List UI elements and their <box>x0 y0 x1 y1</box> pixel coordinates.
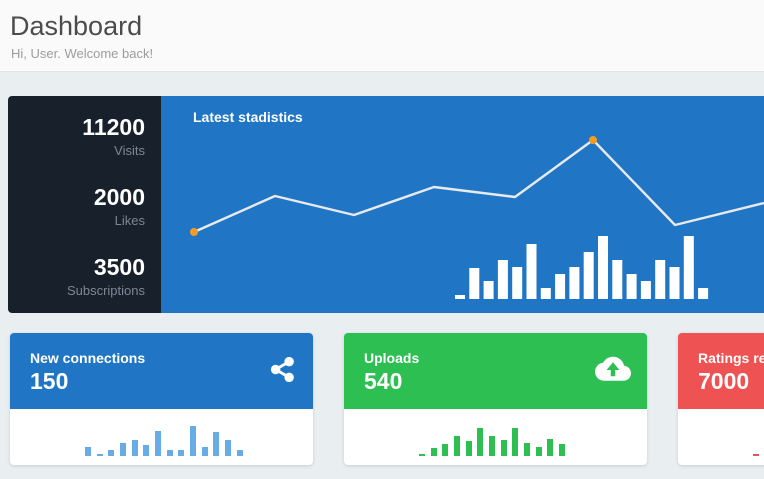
page-title: Dashboard <box>10 11 143 41</box>
chart-title: Latest stadistics <box>193 109 303 125</box>
card-ratings-received-body <box>678 409 764 465</box>
stat-likes-label: Likes <box>114 213 145 228</box>
card-ratings-received-header: Ratings received 7000 <box>678 333 764 409</box>
stat-visits: 11200 Visits <box>8 112 145 160</box>
cloud-upload-icon <box>595 356 631 383</box>
card-new-connections: New connections 150 <box>10 333 313 465</box>
card-value: 7000 <box>698 368 750 394</box>
stat-likes-value: 2000 <box>93 184 145 210</box>
stat-subscriptions-label: Subscriptions <box>66 283 145 298</box>
latest-statistics-chart-panel: Latest stadistics <box>161 96 764 313</box>
line-and-bar-chart <box>190 136 764 299</box>
stat-visits-value: 11200 <box>82 114 145 140</box>
card-uploads-body <box>344 409 647 465</box>
card-title: Ratings received <box>698 350 764 366</box>
stat-subscriptions: 3500 Subscriptions <box>8 252 145 300</box>
card-ratings-received: Ratings received 7000 <box>678 333 764 465</box>
share-icon <box>270 356 297 383</box>
statistics-panel: 11200 Visits 2000 Likes 3500 Subscriptio… <box>8 96 764 313</box>
summary-cards: New connections 150 Uploads 540 <box>10 333 764 465</box>
card-uploads-header: Uploads 540 <box>344 333 647 409</box>
mini-bar-chart <box>419 425 589 456</box>
page-subtitle: Hi, User. Welcome back! <box>11 46 154 61</box>
mini-bar-chart <box>85 425 255 456</box>
stats-summary: 11200 Visits 2000 Likes 3500 Subscriptio… <box>8 96 161 313</box>
stat-visits-label: Visits <box>114 143 145 158</box>
stat-subscriptions-value: 3500 <box>93 254 145 280</box>
card-title: Uploads <box>364 350 420 366</box>
card-uploads: Uploads 540 <box>344 333 647 465</box>
page-header: Dashboard Hi, User. Welcome back! <box>0 0 764 72</box>
mini-bar-chart <box>753 425 764 456</box>
card-value: 150 <box>30 368 69 394</box>
card-new-connections-body <box>10 409 313 465</box>
stat-likes: 2000 Likes <box>8 182 145 230</box>
card-new-connections-header: New connections 150 <box>10 333 313 409</box>
card-title: New connections <box>30 350 146 366</box>
card-value: 540 <box>364 368 403 394</box>
